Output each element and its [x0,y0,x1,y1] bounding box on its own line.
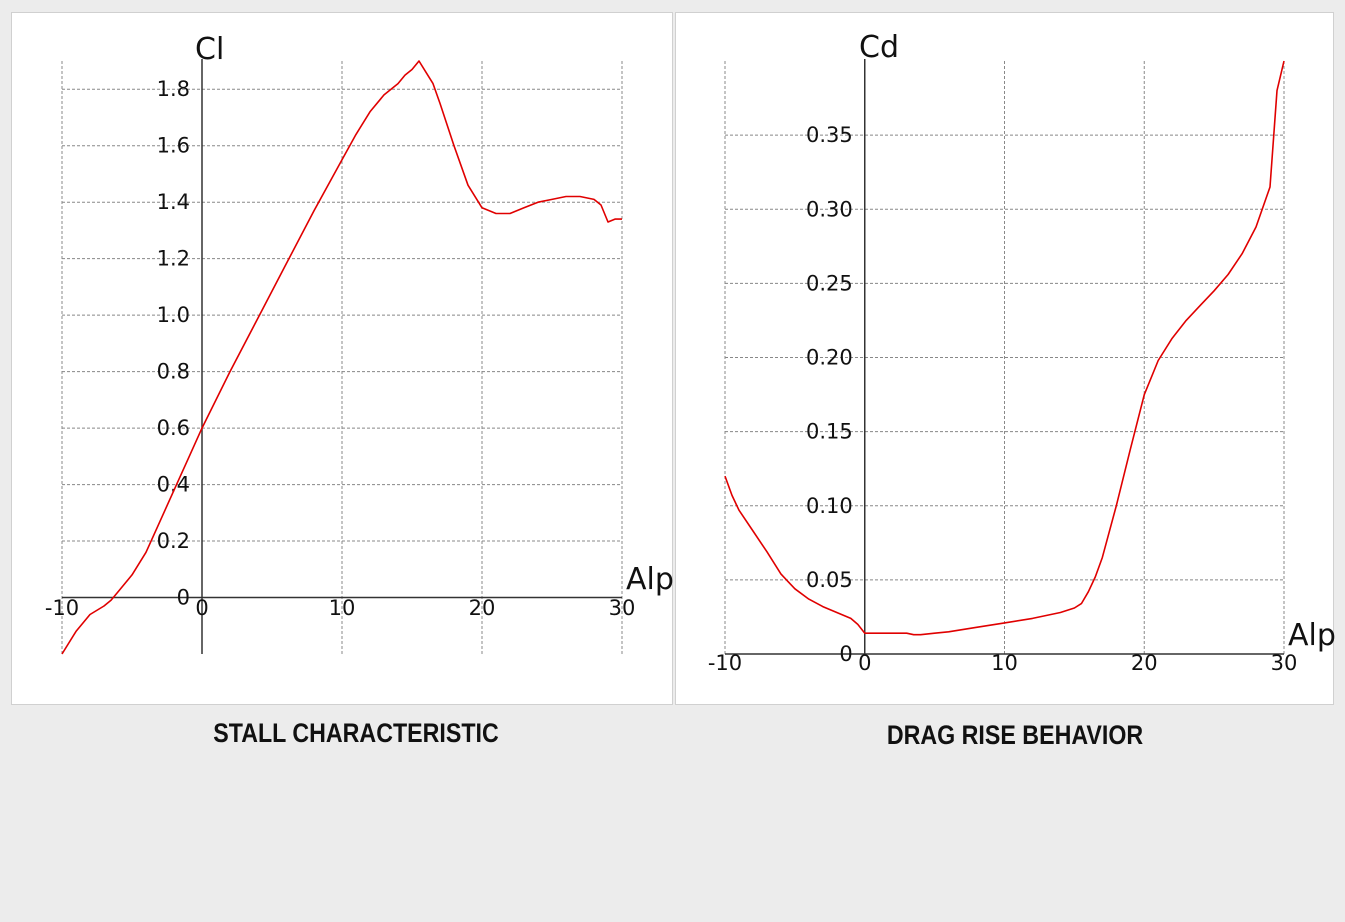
y-tick-label: 0.25 [806,271,853,295]
x-tick-label: 0 [195,596,208,620]
y-tick-label: 0.20 [806,346,853,370]
drag-chart: -10 0 10 20 30 0 0.05 0.10 0.15 0.20 0.25 0.30 0.35 C… [708,30,1335,675]
x-tick-label: 20 [1131,651,1158,675]
x-axis-label: Alp [626,562,674,597]
stall-curve-line [61,60,622,655]
x-tick-label: 30 [1271,651,1298,675]
y-tick-label: 1.2 [157,247,190,271]
y-tick-label: 1.4 [157,190,190,214]
x-tick-label: 0 [858,651,871,675]
y-tick-label: 0 [839,642,852,666]
y-axis-label: Cl [195,32,224,67]
y-axis-label: Cd [859,30,899,65]
x-tick-label: -10 [708,651,742,675]
y-tick-label: 0.10 [806,494,853,518]
y-tick-label: 1.8 [157,77,190,101]
y-tick-label: 0 [177,586,190,610]
y-tick-label: 0.6 [157,416,190,440]
y-tick-label: 0.2 [157,529,190,553]
x-tick-label: 20 [469,596,496,620]
y-tick-label: 1.6 [157,134,190,158]
y-tick-label: 0.05 [806,568,853,592]
y-tick-label: 1.0 [157,303,190,327]
stall-chart-panel: -10 0 10 20 30 0 0.2 0.4 0.6 0.8 1.0 1.2 1.4 1.6 1.8 Cl… [11,12,674,705]
x-tick-label: 10 [991,651,1018,675]
drag-curve-line [724,60,1285,636]
x-tick-label: 10 [329,596,356,620]
y-tick-label: 0.30 [806,197,853,221]
y-tick-label: 0.8 [157,360,190,384]
x-axis-label: Alp [1288,618,1335,653]
y-tick-label: 0.15 [806,420,853,444]
drag-chart-caption: DRAG RISE BEHAVIOR [886,720,1144,750]
stall-chart: -10 0 10 20 3000.20.40.60.81.01.21.41.61.8Cl… [45,32,674,656]
y-tick-label: 0.35 [806,123,853,147]
stall-chart-caption: STALL CHARACTERISTIC [213,718,499,748]
x-tick-label: -10 [45,596,79,620]
drag-chart-panel: -10 0 10 20 30 0 0.05 0.10 0.15 0.20 0.25 0.30 0.35 C… [675,12,1335,705]
x-tick-label: 30 [609,596,636,620]
